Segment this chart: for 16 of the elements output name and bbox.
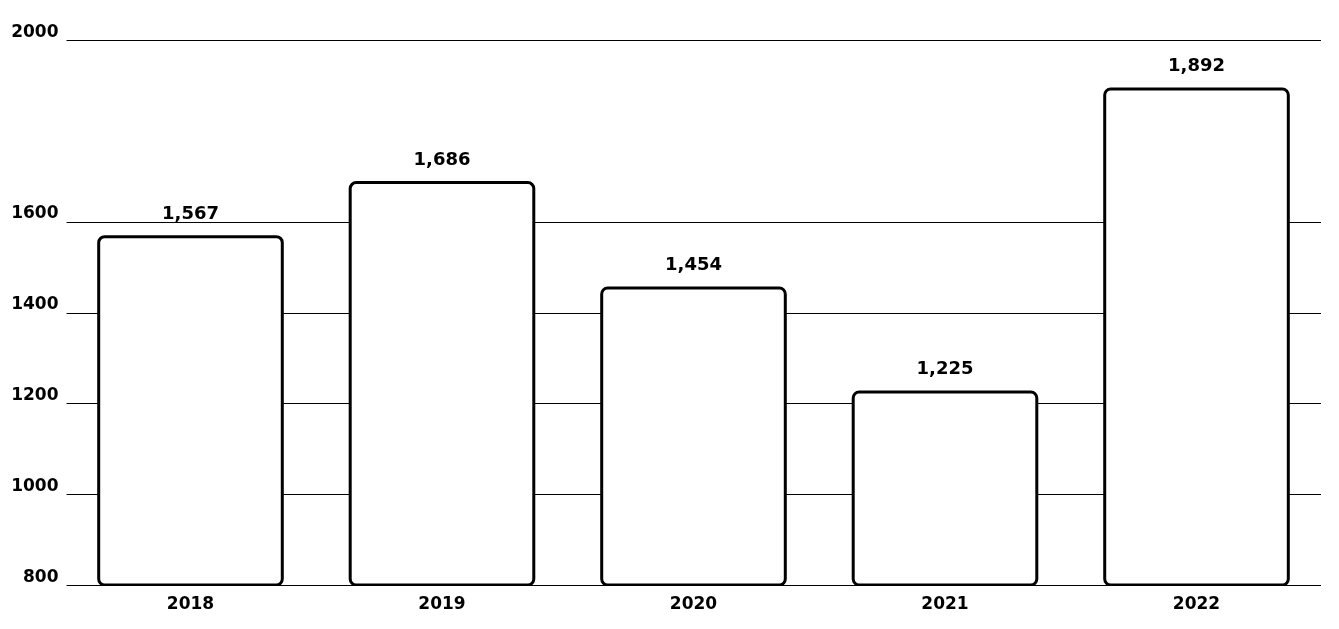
data-label: 1,454 xyxy=(665,252,722,274)
y-tick-label: 1200 xyxy=(11,383,59,404)
data-label: 1,686 xyxy=(413,147,471,169)
x-tick-label: 2022 xyxy=(1172,592,1221,613)
y-tick-label: 1400 xyxy=(11,293,59,313)
y-tick-label: 800 xyxy=(23,565,59,586)
x-tick-label: 2020 xyxy=(669,592,718,613)
y-tick-label: 2000 xyxy=(11,20,59,41)
y-tick-label: 1000 xyxy=(11,474,59,495)
data-label: 1,892 xyxy=(1168,54,1225,76)
y-tick-label: 1600 xyxy=(11,202,59,223)
data-label: 1,225 xyxy=(916,356,974,378)
x-tick-label: 2021 xyxy=(921,592,969,613)
x-tick-label: 2019 xyxy=(418,592,466,613)
data-label: 1,567 xyxy=(162,201,219,223)
x-tick-label: 2018 xyxy=(166,592,215,613)
